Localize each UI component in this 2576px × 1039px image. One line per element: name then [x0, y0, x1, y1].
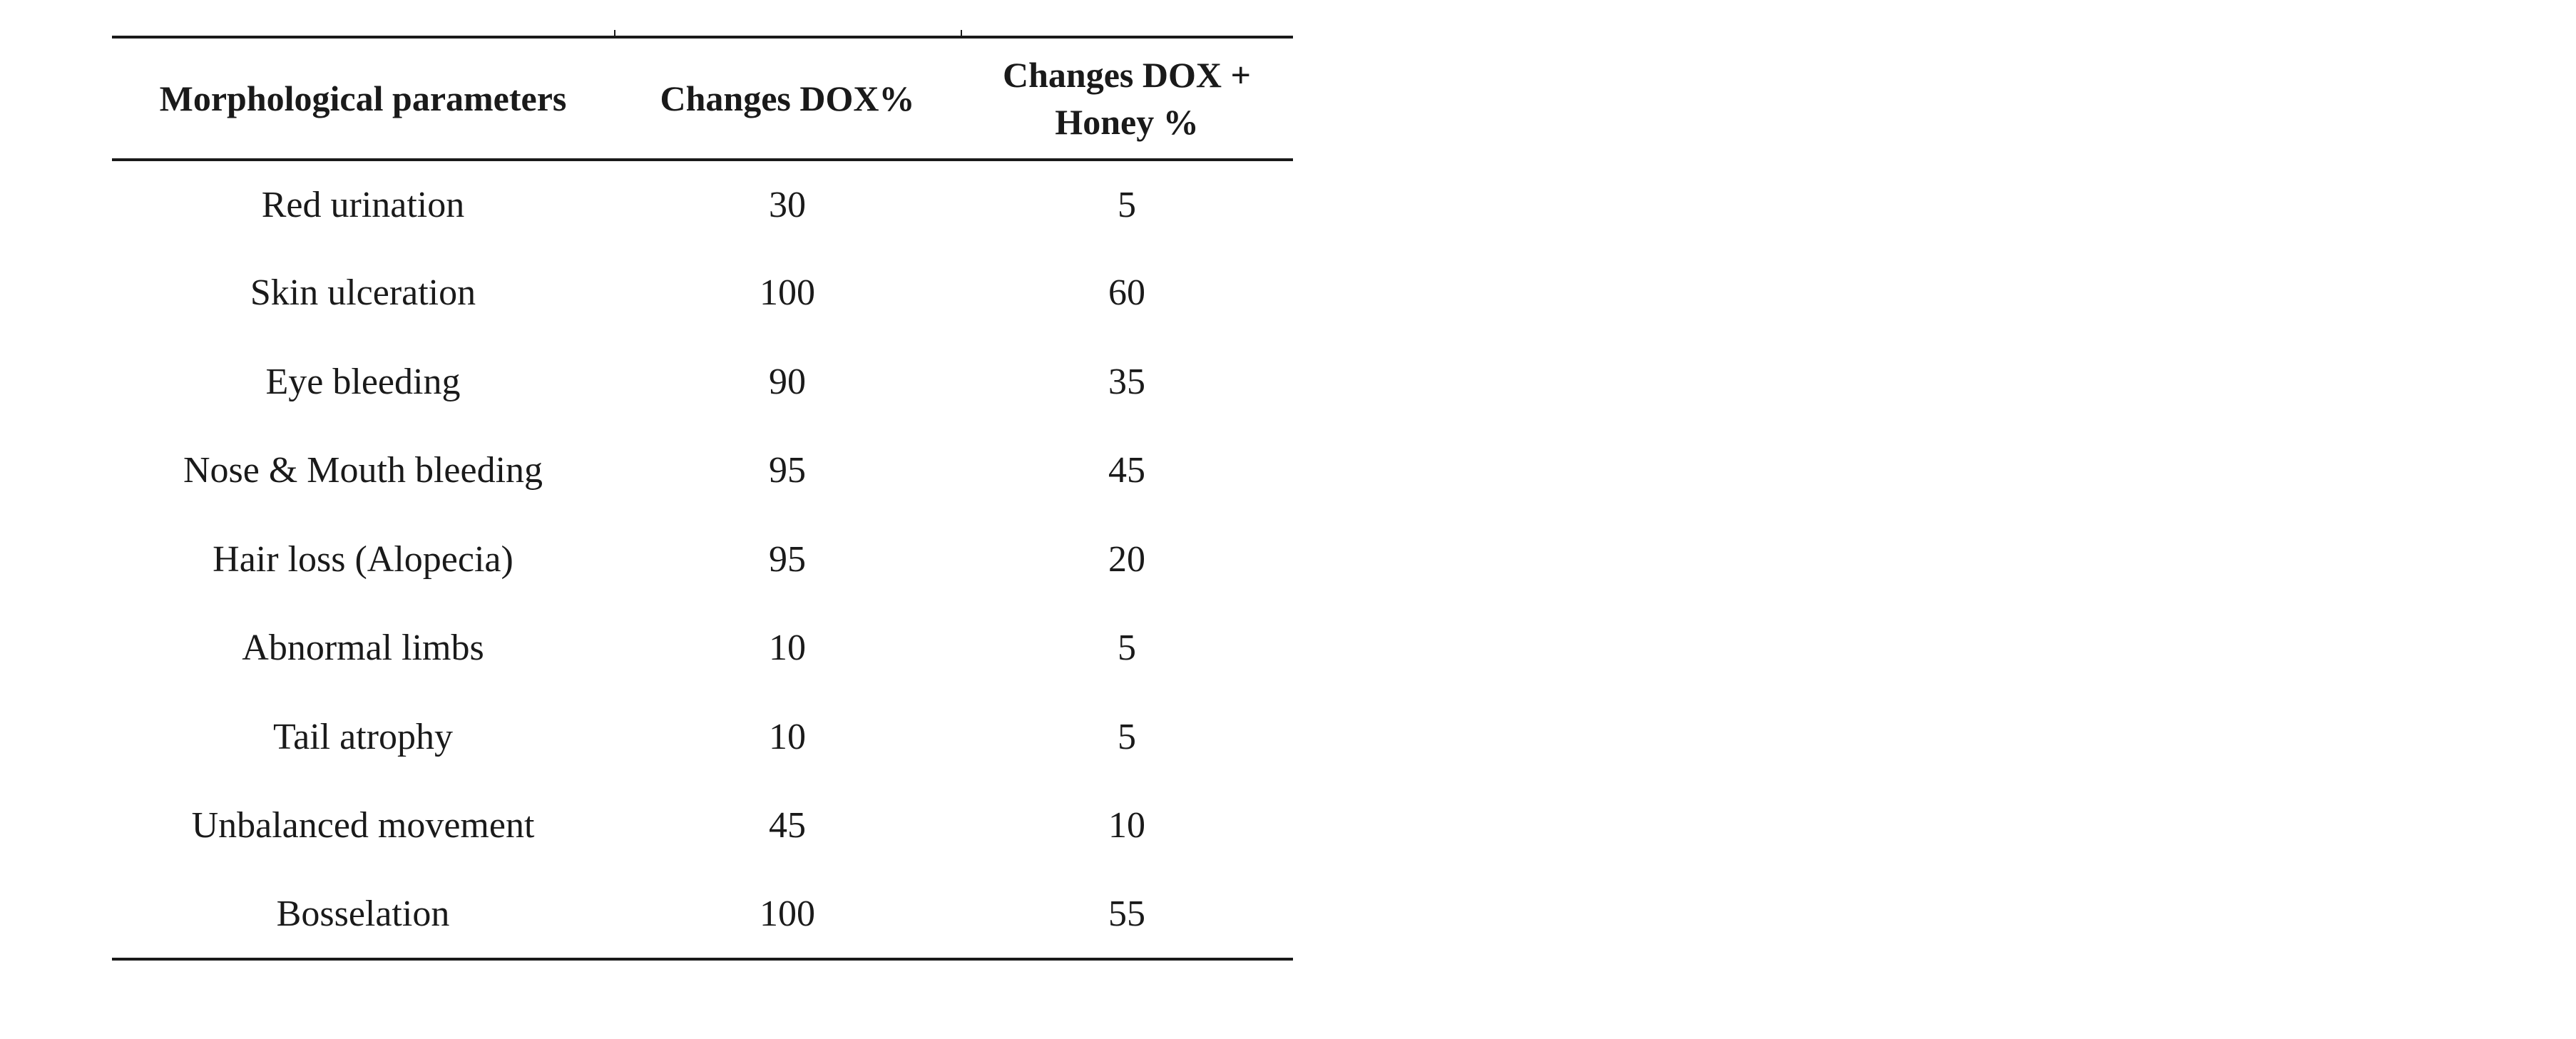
dox-cell: 45	[769, 805, 806, 846]
dox-honey-cell: 35	[1108, 361, 1145, 402]
header-changes-dox: Changes DOX%	[614, 36, 961, 161]
dox-honey-cell: 10	[1108, 805, 1145, 846]
table-header: Morphological parameters Changes DOX% Ch…	[112, 36, 1293, 161]
column-separator-tick	[614, 30, 615, 37]
table-body: Red urination 30 5 Skin ulceration 100 6…	[112, 160, 1293, 961]
parameter-cell: Tail atrophy	[273, 716, 453, 757]
dox-cell: 10	[769, 628, 806, 669]
table-row: Bosselation 100 55	[112, 870, 1293, 961]
parameter-cell: Skin ulceration	[250, 272, 476, 314]
parameter-cell: Abnormal limbs	[242, 628, 484, 669]
header-changes-dox-honey: Changes DOX + Honey %	[961, 36, 1293, 161]
table-row: Hair loss (Alopecia) 95 20	[112, 515, 1293, 604]
dox-honey-cell: 60	[1108, 272, 1145, 314]
dox-honey-cell: 5	[1118, 628, 1136, 669]
dox-honey-cell: 55	[961, 870, 1293, 961]
table-row: Unbalanced movement 45 10	[112, 782, 1293, 871]
dox-honey-cell: 5	[1118, 716, 1136, 757]
table-row: Nose & Mouth bleeding 95 45	[112, 426, 1293, 516]
dox-cell: 100	[760, 272, 815, 314]
header-morphological-parameters: Morphological parameters	[112, 36, 614, 161]
dox-honey-cell: 20	[1108, 538, 1145, 580]
dox-honey-cell: 45	[1108, 450, 1145, 491]
parameter-cell: Red urination	[261, 184, 465, 225]
dox-cell: 10	[769, 716, 806, 757]
dox-cell: 95	[769, 538, 806, 580]
morphological-changes-table: Morphological parameters Changes DOX% Ch…	[112, 36, 1293, 961]
dox-cell: 95	[769, 450, 806, 491]
dox-honey-cell: 5	[1118, 184, 1136, 225]
dox-cell: 30	[769, 184, 806, 225]
table-row: Skin ulceration 100 60	[112, 249, 1293, 338]
table-row: Eye bleeding 90 35	[112, 337, 1293, 426]
table-row: Red urination 30 5	[112, 160, 1293, 249]
column-separator-tick	[961, 30, 962, 37]
parameter-cell: Eye bleeding	[265, 361, 461, 402]
table-row: Abnormal limbs 10 5	[112, 604, 1293, 693]
dox-cell: 90	[769, 361, 806, 402]
table-row: Tail atrophy 10 5	[112, 692, 1293, 782]
parameter-cell: Unbalanced movement	[191, 805, 535, 846]
parameter-cell: Nose & Mouth bleeding	[183, 450, 543, 491]
header-row: Morphological parameters Changes DOX% Ch…	[112, 36, 1293, 161]
dox-cell: 100	[614, 870, 961, 961]
parameter-cell: Hair loss (Alopecia)	[213, 538, 513, 580]
morphological-table-container: Morphological parameters Changes DOX% Ch…	[112, 30, 1293, 961]
parameter-cell: Bosselation	[112, 870, 614, 961]
